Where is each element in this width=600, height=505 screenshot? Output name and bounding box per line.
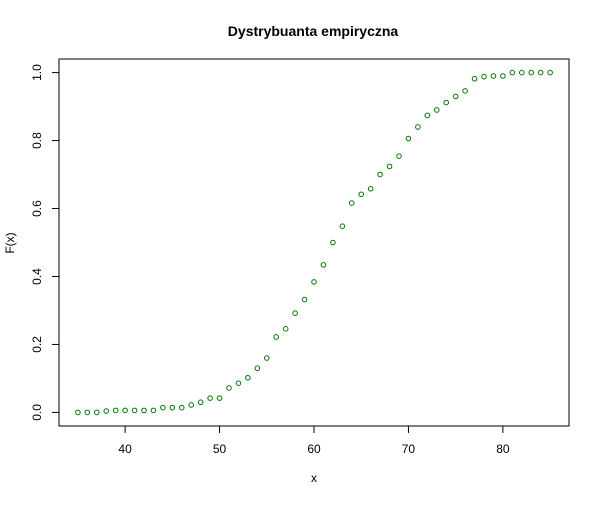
data-point — [537, 69, 544, 76]
y-tick-label: 0.4 — [30, 268, 44, 285]
data-point — [93, 409, 100, 416]
data-point — [282, 326, 289, 332]
y-tick-label: 0.6 — [30, 200, 44, 217]
y-tick-label: 0.8 — [30, 132, 44, 149]
data-point — [320, 262, 327, 268]
data-point — [160, 404, 166, 411]
data-point — [377, 171, 383, 178]
data-point — [301, 296, 308, 303]
plot-frame — [58, 58, 570, 427]
data-point — [367, 186, 374, 192]
data-point — [500, 73, 506, 79]
data-point — [207, 395, 213, 401]
x-axis: 40 50 60 70 80 — [118, 425, 510, 456]
x-tick-label: 50 — [213, 442, 227, 456]
data-point — [75, 409, 81, 416]
data-point — [226, 385, 232, 391]
data-point — [122, 407, 128, 414]
data-point — [358, 191, 365, 198]
y-tick-label: 1.0 — [30, 64, 44, 81]
data-point — [197, 399, 204, 406]
y-tick-label: 0.2 — [30, 336, 44, 353]
data-point — [141, 407, 147, 414]
data-point — [452, 93, 459, 100]
data-point — [273, 334, 280, 340]
data-point — [131, 407, 138, 414]
data-point — [245, 374, 251, 381]
x-tick-label: 60 — [307, 442, 321, 456]
data-point — [292, 310, 298, 316]
x-tick-label: 40 — [118, 442, 132, 456]
data-point — [509, 69, 516, 76]
data-point — [112, 407, 119, 414]
data-point — [481, 73, 487, 80]
data-point — [169, 404, 176, 411]
data-point — [150, 407, 157, 414]
data-point — [84, 409, 91, 416]
data-point — [339, 223, 346, 229]
data-point — [254, 365, 261, 372]
data-point — [330, 239, 336, 246]
data-point — [443, 99, 450, 106]
data-point — [396, 153, 402, 159]
data-point — [348, 200, 355, 206]
data-point — [462, 88, 468, 94]
data-point — [178, 404, 185, 411]
data-point — [405, 135, 412, 142]
y-tick-label: 0.0 — [30, 404, 44, 421]
chart-title: Dystrybuanta empiryczna — [228, 23, 399, 39]
data-point — [490, 73, 497, 79]
data-point — [263, 355, 270, 361]
x-axis-label: x — [311, 471, 317, 485]
x-tick-label: 80 — [496, 442, 510, 456]
data-point — [311, 279, 317, 285]
data-point — [471, 75, 478, 82]
data-point — [518, 69, 525, 76]
x-tick-label: 70 — [402, 442, 416, 456]
data-point — [103, 408, 110, 414]
data-point — [188, 402, 195, 408]
data-point — [433, 107, 440, 113]
data-point — [424, 112, 431, 119]
data-point — [386, 163, 393, 170]
data-point — [216, 395, 223, 401]
data-point — [415, 124, 421, 130]
data-point — [547, 69, 553, 76]
data-point — [235, 380, 242, 386]
data-points — [75, 69, 553, 416]
y-axis: 0.0 0.2 0.4 0.6 0.8 1.0 — [30, 64, 60, 421]
data-point — [528, 69, 535, 76]
y-axis-label: F(x) — [3, 232, 17, 253]
